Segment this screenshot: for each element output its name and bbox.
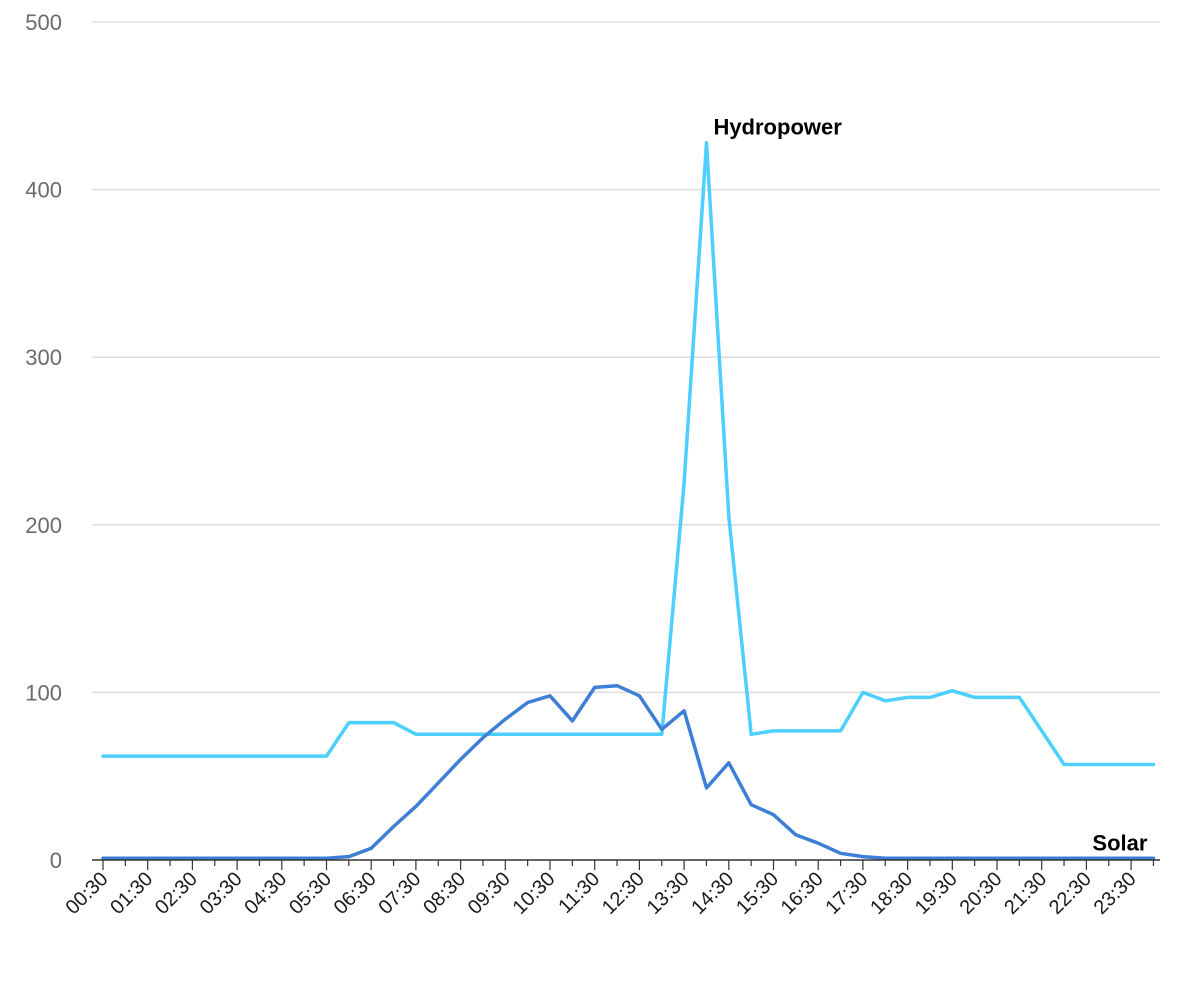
series-lines xyxy=(101,140,1156,861)
y-tick-label: 400 xyxy=(25,178,62,203)
x-axis xyxy=(92,859,1160,870)
x-tick-label: 02:30 xyxy=(151,868,202,919)
x-tick-label: 15:30 xyxy=(732,868,783,919)
x-tick-label: 09:30 xyxy=(464,868,515,919)
y-axis-ticks: 0 100 200 300 400 500 xyxy=(25,10,62,873)
x-tick-label: 05:30 xyxy=(285,868,336,919)
x-tick-label: 23:30 xyxy=(1090,868,1141,919)
y-tick-label: 500 xyxy=(25,10,62,35)
x-tick-label: 17:30 xyxy=(821,868,872,919)
y-tick-label: 200 xyxy=(25,513,62,538)
x-tick-label: 03:30 xyxy=(196,868,247,919)
x-tick-label: 08:30 xyxy=(419,868,470,919)
x-tick-label: 12:30 xyxy=(598,868,649,919)
series-label-solar: Solar xyxy=(1092,830,1147,855)
x-tick-label: 18:30 xyxy=(866,868,917,919)
x-axis-ticks: 00:3001:3002:3003:3004:3005:3006:3007:30… xyxy=(62,868,1141,919)
x-tick-label: 00:30 xyxy=(62,868,113,919)
x-tick-label: 21:30 xyxy=(1000,868,1051,919)
x-tick-label: 10:30 xyxy=(509,868,560,919)
x-tick-label: 01:30 xyxy=(106,868,157,919)
x-tick-label: 20:30 xyxy=(956,868,1007,919)
x-tick-label: 14:30 xyxy=(687,868,738,919)
x-tick-label: 16:30 xyxy=(777,868,828,919)
series-labels: Hydropower Solar xyxy=(713,115,1147,856)
x-tick-label: 06:30 xyxy=(330,868,381,919)
x-tick-label: 19:30 xyxy=(911,868,962,919)
series-line-hydropower xyxy=(101,140,1156,767)
gridlines xyxy=(92,21,1160,694)
y-tick-label: 300 xyxy=(25,345,62,370)
x-tick-label: 13:30 xyxy=(643,868,694,919)
x-tick-label: 07:30 xyxy=(374,868,425,919)
x-tick-label: 22:30 xyxy=(1045,868,1096,919)
y-tick-label: 0 xyxy=(50,848,62,873)
series-line-solar xyxy=(101,683,1156,861)
y-tick-label: 100 xyxy=(25,680,62,705)
series-label-hydropower: Hydropower xyxy=(713,115,842,140)
x-tick-label: 11:30 xyxy=(554,868,604,918)
x-tick-label: 04:30 xyxy=(240,868,291,919)
